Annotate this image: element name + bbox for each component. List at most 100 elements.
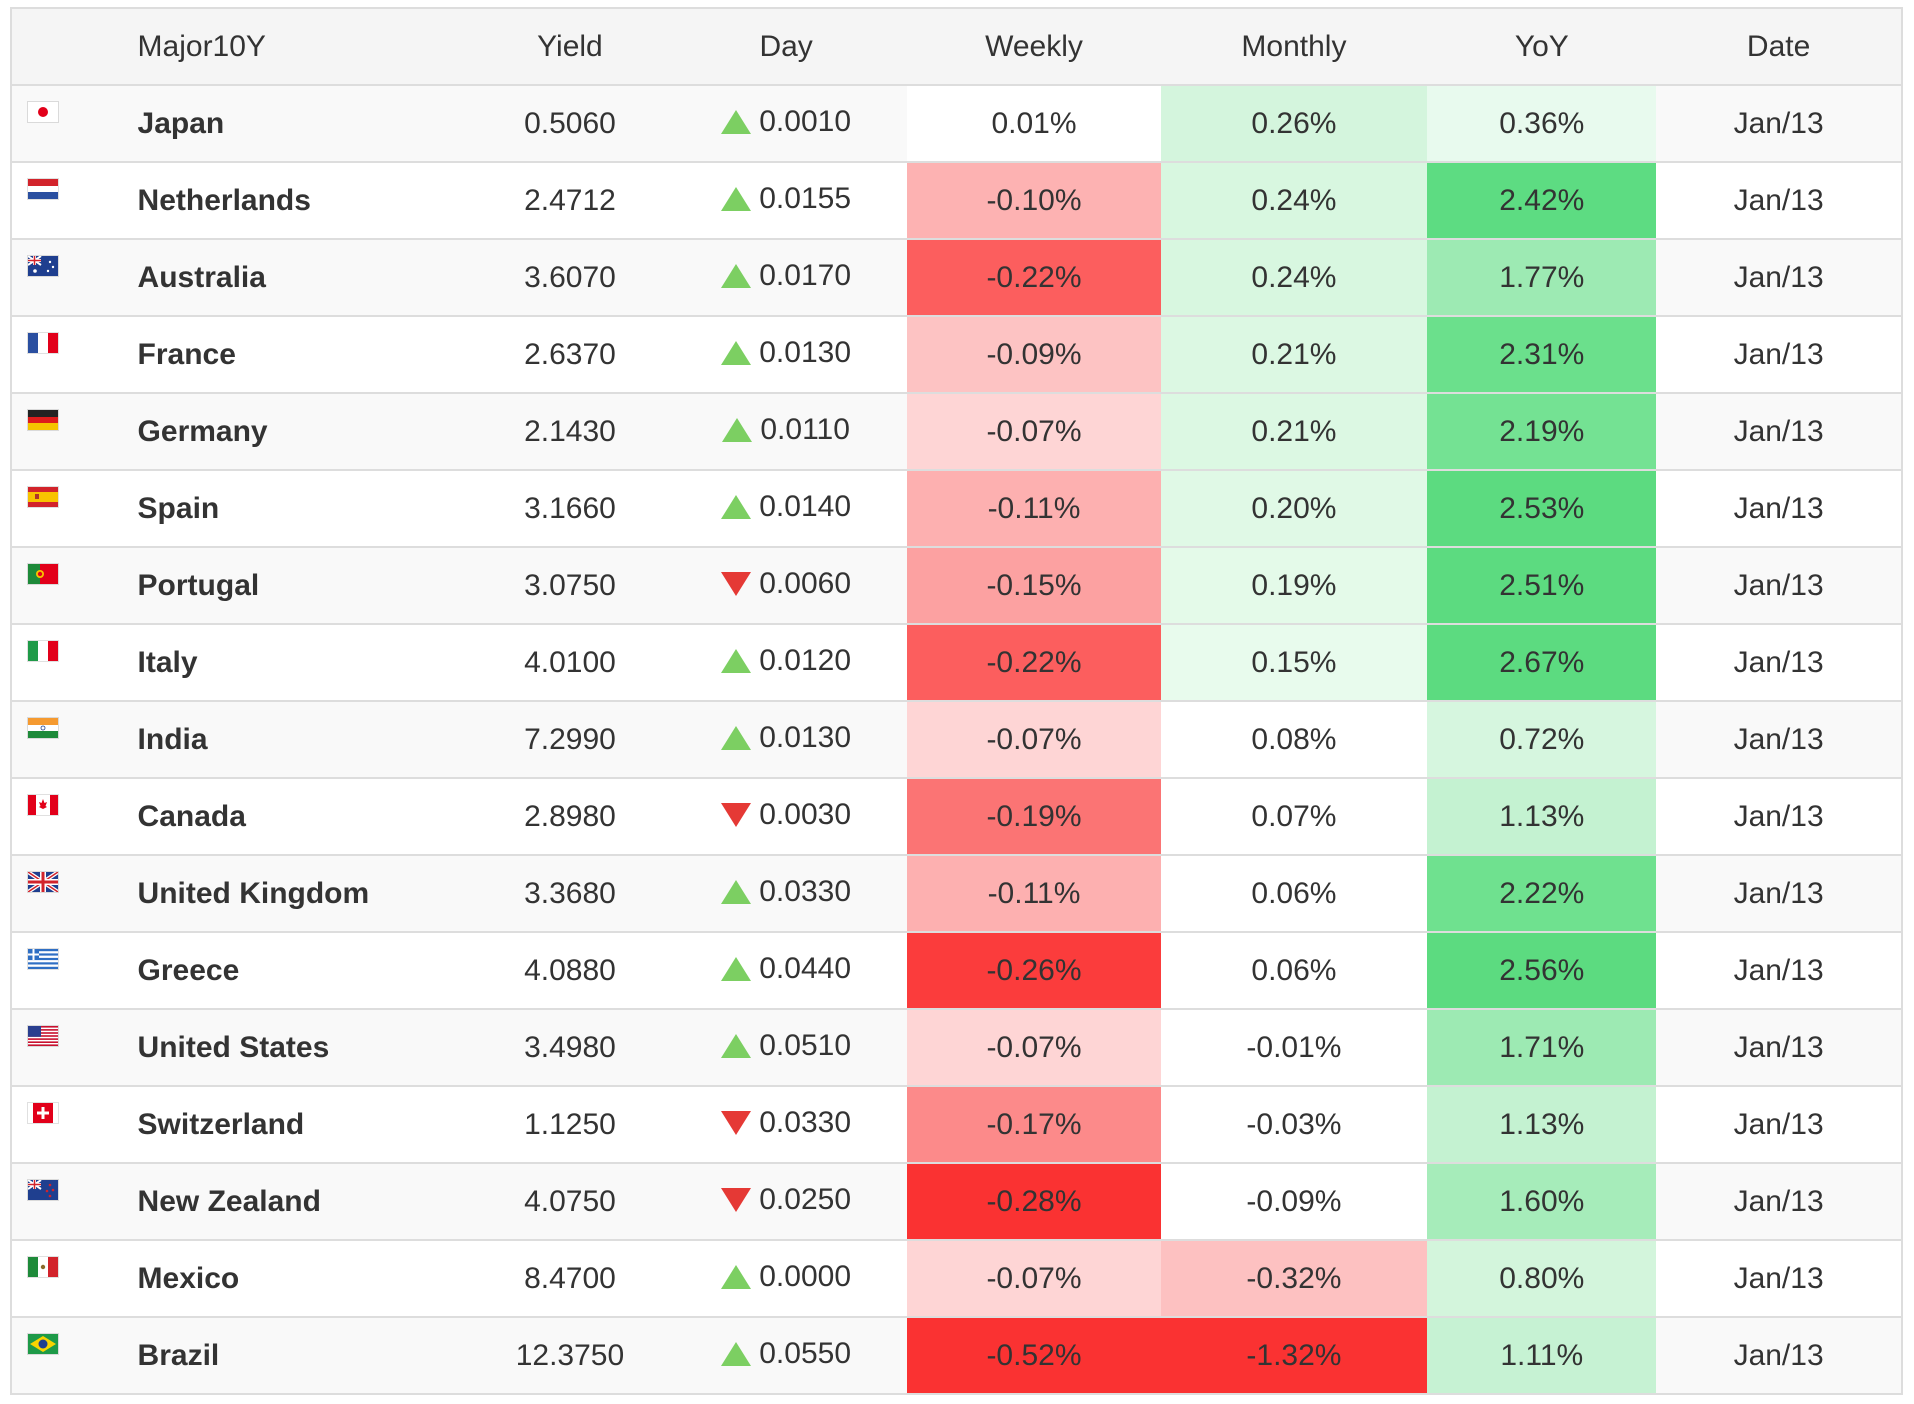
triangle-down-icon: [721, 1188, 752, 1212]
monthly-change: 0.20%: [1160, 469, 1428, 547]
monthly-change: 0.24%: [1160, 161, 1428, 239]
yoy-change: 2.67%: [1427, 623, 1657, 701]
table-row[interactable]: Portugal 3.0750 0.0060 -0.15% 0.19% 2.51% Jan/…: [11, 546, 1902, 624]
table-row[interactable]: Greece 4.0880 0.0440 -0.26% 0.06% 2.56% Jan/13: [11, 931, 1902, 1009]
monthly-change: -0.03%: [1160, 1085, 1428, 1163]
table-row[interactable]: India 7.2990 0.0130 -0.07% 0.08% 0.72% Jan/13: [11, 700, 1902, 778]
day-change-value: 0.0440: [759, 952, 852, 985]
triangle-up-icon: [721, 957, 752, 981]
table-row[interactable]: New Zealand 4.0750 0.0250 -0.28% -0.09% 1.60%…: [11, 1162, 1902, 1240]
triangle-down-icon: [721, 572, 752, 596]
header-yield[interactable]: Yield: [475, 8, 665, 86]
country-cell: Canada: [137, 777, 476, 855]
weekly-change: -0.07%: [907, 1008, 1161, 1086]
country-cell: Australia: [137, 238, 476, 316]
yoy-change: 0.36%: [1427, 84, 1657, 162]
country-link-brazil[interactable]: Brazil: [137, 1338, 220, 1372]
yield-value: 3.3680: [475, 854, 665, 932]
yoy-change: 2.53%: [1427, 469, 1657, 547]
country-cell: India: [137, 700, 476, 778]
country-link-germany[interactable]: Germany: [137, 414, 268, 448]
country-link-italy[interactable]: Italy: [137, 645, 198, 679]
flag-cell: [11, 623, 138, 701]
header-yoy[interactable]: YoY: [1427, 8, 1657, 86]
day-cell: 0.0130: [664, 700, 908, 778]
table-row[interactable]: Netherlands 2.4712 0.0155 -0.10% 0.24% 2.42% J…: [11, 161, 1902, 239]
flag-cell: [11, 1008, 138, 1086]
country-link-united-states[interactable]: United States: [137, 1030, 330, 1064]
weekly-change: -0.09%: [907, 315, 1161, 393]
triangle-up-icon: [721, 341, 752, 365]
france-flag-icon: [28, 333, 58, 353]
yoy-change: 2.56%: [1427, 931, 1657, 1009]
yield-value: 1.1250: [475, 1085, 665, 1163]
yield-value: 3.0750: [475, 546, 665, 624]
flag-cell: [11, 1239, 138, 1317]
country-link-india[interactable]: India: [137, 722, 208, 756]
yield-value: 12.3750: [475, 1316, 665, 1394]
yield-value: 3.6070: [475, 238, 665, 316]
day-cell: 0.0510: [664, 1008, 908, 1086]
monthly-change: 0.19%: [1160, 546, 1428, 624]
table-row[interactable]: Switzerland 1.1250 0.0330 -0.17% -0.03% 1.13%…: [11, 1085, 1902, 1163]
day-change-value: 0.0030: [759, 798, 852, 831]
country-link-united-kingdom[interactable]: United Kingdom: [137, 876, 370, 910]
country-link-greece[interactable]: Greece: [137, 953, 240, 987]
monthly-change: -1.32%: [1160, 1316, 1428, 1394]
yoy-change: 0.80%: [1427, 1239, 1657, 1317]
header-weekly[interactable]: Weekly: [907, 8, 1161, 86]
table-row[interactable]: Mexico 8.4700 0.0000 -0.07% -0.32% 0.80% Jan/1…: [11, 1239, 1902, 1317]
day-cell: 0.0550: [664, 1316, 908, 1394]
date-value: Jan/13: [1656, 161, 1902, 239]
date-value: Jan/13: [1656, 1316, 1902, 1394]
header-date[interactable]: Date: [1656, 8, 1902, 86]
country-link-switzerland[interactable]: Switzerland: [137, 1107, 305, 1141]
country-link-japan[interactable]: Japan: [137, 106, 225, 140]
country-link-canada[interactable]: Canada: [137, 799, 246, 833]
day-change: 0.0010: [721, 105, 851, 139]
italy-flag-icon: [28, 641, 58, 661]
monthly-change: -0.09%: [1160, 1162, 1428, 1240]
table-row[interactable]: Germany 2.1430 0.0110 -0.07% 0.21% 2.19% Jan/1…: [11, 392, 1902, 470]
country-cell: France: [137, 315, 476, 393]
table-row[interactable]: Italy 4.0100 0.0120 -0.22% 0.15% 2.67% Jan/13: [11, 623, 1902, 701]
table-row[interactable]: Japan 0.5060 0.0010 0.01% 0.26% 0.36% Jan/13: [11, 84, 1902, 162]
triangle-down-icon: [721, 1111, 752, 1135]
country-link-australia[interactable]: Australia: [137, 260, 266, 294]
flag-cell: [11, 84, 138, 162]
day-change: 0.0170: [721, 259, 851, 293]
germany-flag-icon: [28, 410, 58, 430]
day-change-value: 0.0000: [759, 1260, 852, 1293]
table-row[interactable]: France 2.6370 0.0130 -0.09% 0.21% 2.31% Jan/13: [11, 315, 1902, 393]
weekly-change: -0.22%: [907, 238, 1161, 316]
country-link-spain[interactable]: Spain: [137, 491, 220, 525]
header-monthly[interactable]: Monthly: [1160, 8, 1428, 86]
monthly-change: -0.01%: [1160, 1008, 1428, 1086]
table-row[interactable]: United States 3.4980 0.0510 -0.07% -0.01% 1.7…: [11, 1008, 1902, 1086]
country-link-mexico[interactable]: Mexico: [137, 1261, 240, 1295]
country-link-france[interactable]: France: [137, 337, 236, 371]
table-row[interactable]: United Kingdom 3.3680 0.0330 -0.11% 0.06% 2.2…: [11, 854, 1902, 932]
day-cell: 0.0250: [664, 1162, 908, 1240]
day-cell: 0.0155: [664, 161, 908, 239]
table-row[interactable]: Canada 2.8980 0.0030 -0.19% 0.07% 1.13% Jan/13: [11, 777, 1902, 855]
table-row[interactable]: Brazil 12.3750 0.0550 -0.52% -1.32% 1.11% Jan/…: [11, 1316, 1902, 1394]
country-cell: Greece: [137, 931, 476, 1009]
flag-cell: [11, 777, 138, 855]
day-change: 0.0250: [721, 1183, 851, 1217]
country-link-portugal[interactable]: Portugal: [137, 568, 260, 602]
united-states-flag-icon: [28, 1026, 58, 1046]
india-flag-icon: [28, 718, 58, 738]
country-cell: Spain: [137, 469, 476, 547]
header-major10y[interactable]: Major10Y: [137, 8, 476, 86]
country-link-netherlands[interactable]: Netherlands: [137, 183, 311, 217]
triangle-up-icon: [721, 726, 752, 750]
country-link-new-zealand[interactable]: New Zealand: [137, 1184, 321, 1218]
bond-yields-table: Major10Y Yield Day Weekly Monthly YoY Da…: [10, 7, 1903, 1395]
weekly-change: -0.11%: [907, 854, 1161, 932]
table-row[interactable]: Australia 3.6070 0.0170 -0.22% 0.24% 1.77% Jan…: [11, 238, 1902, 316]
header-day[interactable]: Day: [664, 8, 908, 86]
yoy-change: 1.13%: [1427, 777, 1657, 855]
header-flag: [11, 8, 138, 86]
table-row[interactable]: Spain 3.1660 0.0140 -0.11% 0.20% 2.53% Jan/13: [11, 469, 1902, 547]
